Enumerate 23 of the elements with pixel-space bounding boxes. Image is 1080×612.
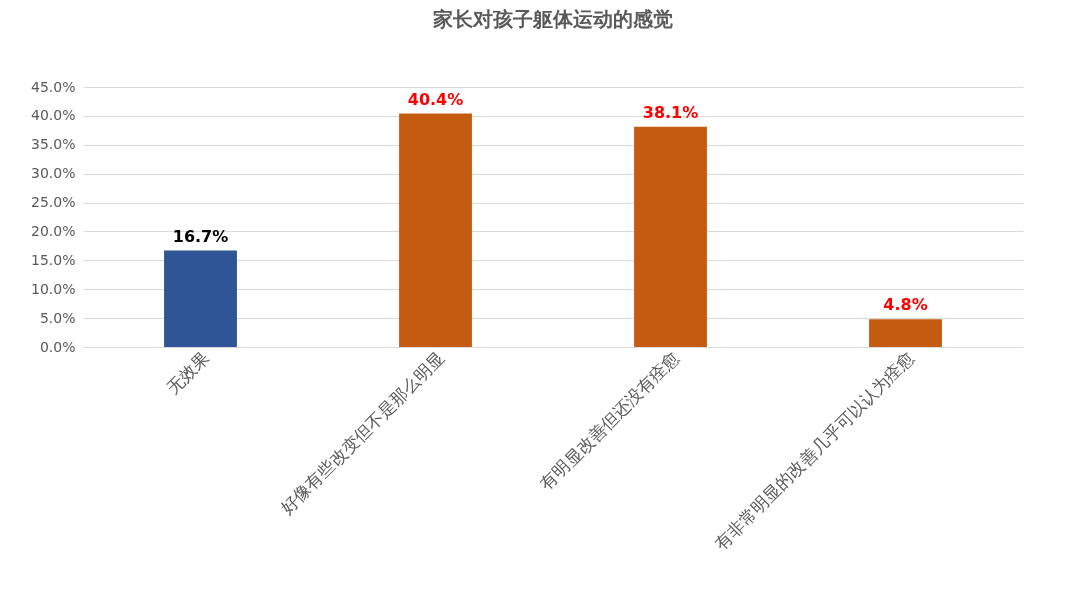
y-tick-label: 20.0% <box>31 222 76 239</box>
x-tick-label: 有明显改善但还没有痊愈 <box>536 347 683 494</box>
bar <box>869 319 942 347</box>
bar <box>164 250 237 347</box>
data-label: 4.8% <box>883 295 928 315</box>
x-tick-label: 有非常明显的改善几乎可以认为痊愈 <box>711 347 918 554</box>
y-tick-label: 45.0% <box>31 78 76 95</box>
data-label: 16.7% <box>172 226 229 246</box>
y-tick-label: 10.0% <box>31 280 76 297</box>
x-tick-label: 好像有些改变但不是那么明显 <box>277 347 448 518</box>
y-tick-label: 15.0% <box>31 251 76 268</box>
data-label: 40.4% <box>407 89 464 109</box>
data-label: 38.1% <box>642 102 699 122</box>
y-tick-label: 40.0% <box>31 107 76 124</box>
y-tick-label: 35.0% <box>31 136 76 153</box>
y-tick-label: 30.0% <box>31 165 76 182</box>
y-tick-label: 5.0% <box>39 309 76 326</box>
y-tick-label: 0.0% <box>39 338 76 355</box>
bar <box>634 126 707 347</box>
bar <box>399 113 472 347</box>
chart-title: 家长对孩子躯体运动的感觉 <box>432 7 673 31</box>
x-tick-label: 无效果 <box>162 347 213 398</box>
y-tick-label: 25.0% <box>31 194 76 211</box>
